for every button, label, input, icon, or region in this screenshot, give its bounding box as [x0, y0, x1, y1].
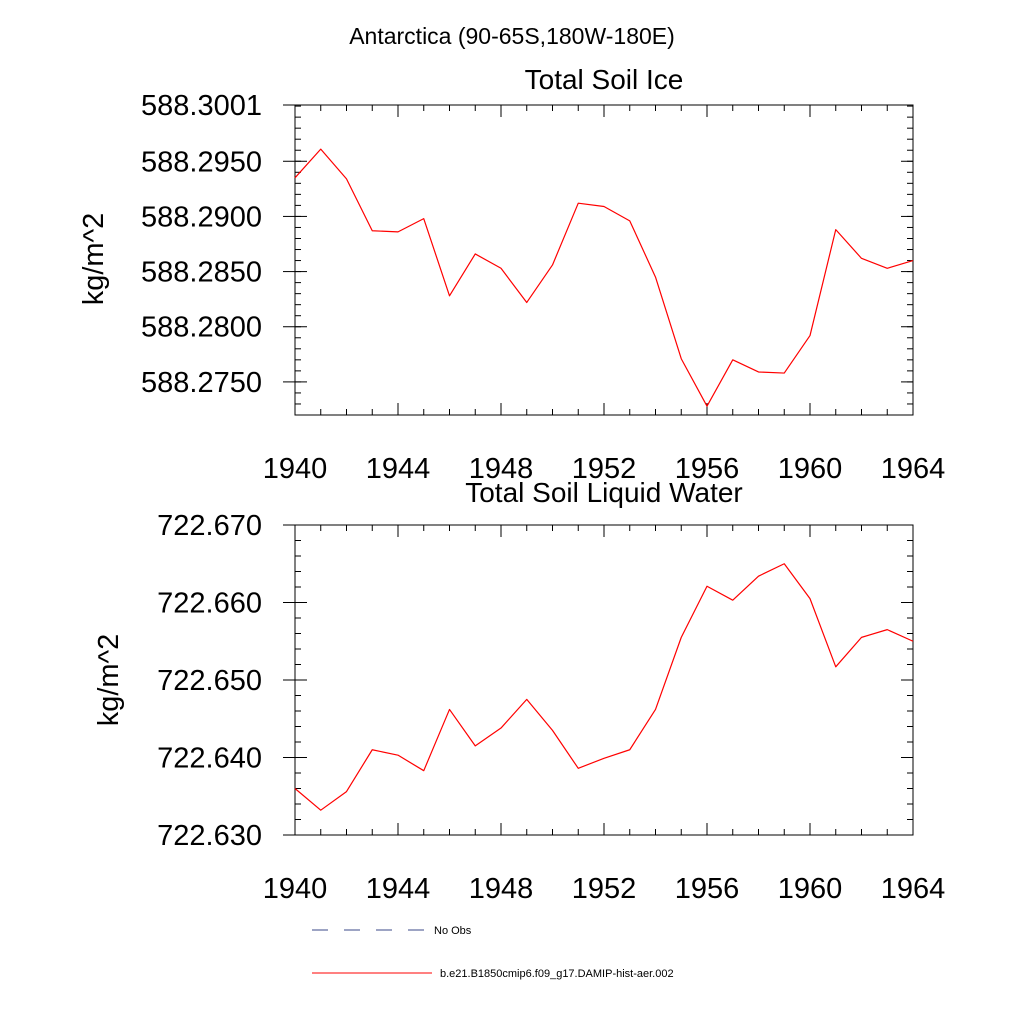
series-group	[294, 563, 914, 811]
panel-total-soil-liquid-water: Total Soil Liquid Water kg/m^2 722.67072…	[93, 477, 945, 905]
legend: No Obs b.e21.B1850cmip6.f09_g17.DAMIP-hi…	[312, 925, 674, 980]
x-tick-label: 1960	[778, 453, 843, 485]
x-tick-label: 1948	[469, 453, 534, 485]
legend-label-model: b.e21.B1850cmip6.f09_g17.DAMIP-hist-aer.…	[440, 968, 674, 980]
x-tick-label: 1948	[469, 873, 534, 905]
series-line	[294, 148, 914, 407]
y-axis-label: kg/m^2	[78, 213, 110, 306]
x-tick-label: 1944	[366, 453, 431, 485]
x-tick-label: 1956	[675, 873, 740, 905]
x-tick-label: 1940	[263, 453, 328, 485]
major-ticks	[283, 104, 914, 415]
y-tick-label: 588.2850	[141, 257, 262, 289]
legend-label-no-obs: No Obs	[434, 925, 472, 937]
panel-title: Total Soil Liquid Water	[465, 477, 743, 508]
x-tick-label: 1960	[778, 873, 843, 905]
x-tick-label: 1944	[366, 873, 431, 905]
y-tick-label: 722.640	[157, 743, 262, 775]
y-tick-label: 588.2800	[141, 312, 262, 344]
y-tick-label: 722.650	[157, 665, 262, 697]
plot-frame	[294, 524, 914, 836]
y-tick-label: 722.660	[157, 588, 262, 620]
y-tick-label: 588.3001	[141, 90, 262, 122]
x-tick-labels: 1940 1944 1948 1952 1956 1960 1964	[263, 453, 946, 485]
figure-suptitle: Antarctica (90-65S,180W-180E)	[349, 23, 675, 49]
x-tick-labels: 1940 1944 1948 1952 1956 1960 1964	[263, 873, 946, 905]
series-group	[294, 148, 914, 407]
y-tick-labels: 722.670 722.660 722.650 722.640 722.630	[157, 510, 262, 852]
y-tick-label: 722.670	[157, 510, 262, 542]
panel-total-soil-ice: Total Soil Ice kg/m^2 588.3001588.295058…	[78, 64, 945, 485]
y-tick-label: 588.2950	[141, 146, 262, 178]
x-tick-label: 1952	[572, 453, 637, 485]
major-ticks	[283, 524, 914, 836]
y-tick-labels: 588.3001 588.2950 588.2900 588.2850 588.2800…	[141, 90, 262, 399]
plot-frame	[294, 104, 914, 416]
minor-ticks	[294, 105, 914, 416]
y-axis-label: kg/m^2	[93, 634, 125, 727]
x-tick-label: 1964	[881, 453, 946, 485]
minor-ticks	[294, 524, 914, 836]
panel-title: Total Soil Ice	[525, 64, 684, 95]
x-tick-label: 1956	[675, 453, 740, 485]
y-tick-label: 588.2750	[141, 367, 262, 399]
y-tick-label: 588.2900	[141, 201, 262, 233]
x-tick-label: 1940	[263, 873, 328, 905]
x-tick-label: 1952	[572, 873, 637, 905]
x-tick-label: 1964	[881, 873, 946, 905]
y-tick-label: 722.630	[157, 820, 262, 852]
series-line	[294, 563, 914, 811]
